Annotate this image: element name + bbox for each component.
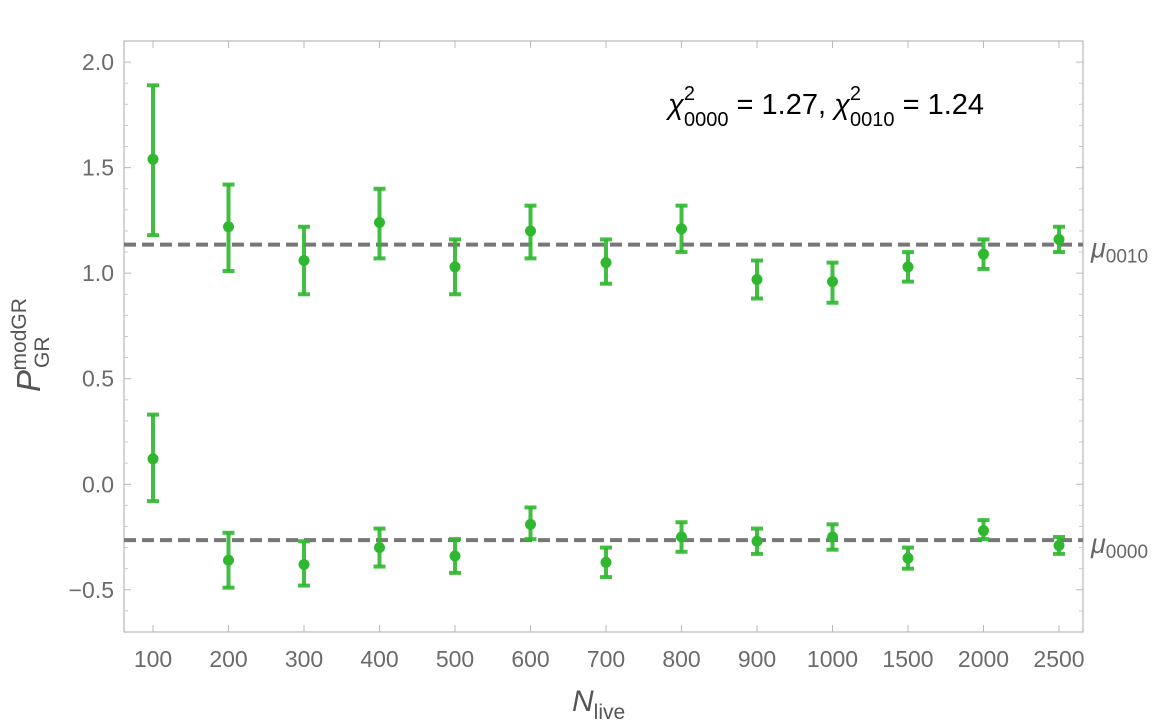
- data-point: [676, 223, 687, 235]
- data-point: [751, 274, 763, 286]
- x-tick-label: 100: [134, 646, 172, 672]
- y-axis-title: PGRmodGR: [8, 298, 54, 392]
- data-series: [147, 83, 1065, 590]
- data-point: [298, 255, 310, 267]
- x-tick-label: 900: [738, 646, 776, 672]
- data-point: [978, 248, 989, 260]
- y-tick-label: −0.5: [69, 577, 114, 603]
- data-point: [676, 531, 687, 543]
- x-tick-label: 2500: [1033, 646, 1084, 672]
- reference-line-label: μ0010: [1090, 234, 1148, 268]
- x-tick-label: 400: [360, 646, 398, 672]
- data-point: [374, 217, 385, 229]
- x-tick-label: 1500: [882, 646, 933, 672]
- x-tick-label: 2000: [958, 646, 1009, 672]
- y-tick-label: 0.0: [82, 471, 114, 497]
- data-point: [525, 518, 536, 530]
- reference-lines: μ0010 μ0000: [124, 234, 1148, 563]
- x-tick-label: 1000: [807, 646, 858, 672]
- reference-line-label: μ0000: [1090, 529, 1148, 563]
- data-point: [827, 276, 838, 288]
- data-point: [600, 257, 612, 269]
- data-point: [1053, 539, 1065, 551]
- data-point: [374, 542, 385, 554]
- x-tick-label: 300: [285, 646, 323, 672]
- y-tick-label: 1.0: [82, 260, 114, 286]
- data-point: [525, 225, 536, 237]
- data-point: [827, 531, 838, 543]
- data-point: [298, 558, 310, 570]
- data-point: [449, 550, 461, 562]
- y-tick-label: 0.5: [82, 366, 114, 392]
- x-tick-label: 600: [511, 646, 549, 672]
- x-tick-label: 200: [209, 646, 247, 672]
- data-point: [223, 221, 234, 233]
- chi-square-annotation: χ2 0000 = 1.27, χ2 0010 = 1.24: [665, 83, 984, 131]
- x-tick-label: 700: [587, 646, 625, 672]
- x-tick-label: 800: [662, 646, 700, 672]
- data-point: [449, 261, 461, 273]
- plot-frame: [123, 40, 1084, 633]
- x-tick-label: 500: [436, 646, 474, 672]
- data-point: [600, 556, 612, 568]
- y-axis: −0.5 0.0 0.5 1.0 1.5 2.0: [69, 49, 1083, 612]
- data-point: [147, 153, 159, 165]
- y-tick-label: 2.0: [82, 49, 114, 75]
- data-point: [902, 552, 914, 564]
- data-point: [902, 261, 914, 273]
- data-point: [1053, 233, 1065, 245]
- data-point: [978, 525, 989, 537]
- y-tick-label: 1.5: [82, 155, 114, 181]
- data-point: [147, 453, 159, 465]
- x-axis: 100 200 300 400 500 600 700 800 900 1000 1500 2000 2…: [134, 41, 1085, 672]
- data-point: [223, 554, 234, 566]
- data-point: [751, 535, 763, 547]
- x-axis-title: Nlive: [572, 685, 625, 724]
